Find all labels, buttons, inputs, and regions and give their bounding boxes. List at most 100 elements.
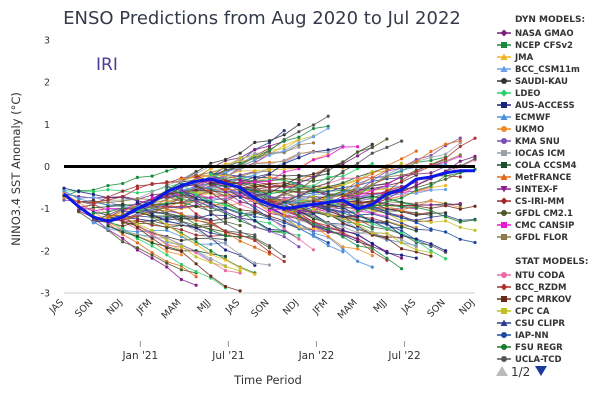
forecast-marker [223,214,228,218]
legend-item[interactable]: SAUDI-KAU [515,77,568,87]
forecast-marker [238,181,242,185]
forecast-marker [194,226,198,230]
forecast-marker [370,189,374,193]
forecast-marker [179,217,183,221]
legend-item[interactable]: GFDL CM2.1 [515,209,573,219]
forecast-marker [165,181,169,185]
forecast-marker [267,195,272,199]
legend-item[interactable]: JMA [514,53,534,63]
forecast-marker [414,149,418,153]
legend-item[interactable]: KMA SNU [515,137,560,147]
legend-item[interactable]: CSU CLIPR [515,319,565,329]
legend-item[interactable]: ECMWF [515,113,551,123]
forecast-marker [414,256,418,260]
forecast-marker [429,254,433,258]
forecast-marker [400,231,404,235]
forecast-marker [253,263,257,267]
forecast-marker [473,240,477,245]
legend-item[interactable]: CPC CA [515,307,550,317]
legend-item[interactable]: IOCAS ICM [515,149,565,159]
legend-item[interactable]: UKMO [515,125,544,135]
legend-item[interactable]: CMC CANSIP [515,221,574,231]
forecast-marker [179,205,183,210]
forecast-marker [341,160,345,164]
legend-marker [500,29,508,37]
legend-item[interactable]: NCEP CFSv2 [515,41,573,51]
forecast-marker [267,139,272,143]
forecast-marker [326,241,330,245]
forecast-marker [209,237,213,241]
forecast-marker [297,123,301,127]
forecast-marker [135,230,139,234]
forecast-marker [326,234,330,238]
forecast-marker [458,144,462,148]
legend-item[interactable]: CPC MRKOV [515,295,572,305]
forecast-marker [253,238,257,243]
forecast-marker [106,227,110,231]
legend-item[interactable]: LDEO [515,89,541,99]
forecast-marker [282,188,286,192]
legend-item[interactable]: BCC_CSM11m [515,65,580,75]
forecast-marker [356,161,360,165]
forecast-marker [356,259,360,263]
legend-item[interactable]: COLA CCSM4 [515,161,577,171]
pager-up-icon[interactable] [496,366,508,376]
legend-item[interactable]: AUS-ACCESS [515,101,575,111]
forecast-marker [326,227,330,231]
legend-marker [501,222,507,228]
forecast-marker [341,176,345,180]
forecast-marker [121,206,125,210]
forecast-marker [356,192,360,196]
forecast-marker [62,189,66,193]
forecast-marker [473,218,477,222]
legend-item[interactable]: IAP-NN [515,331,549,341]
forecast-marker [150,219,154,223]
legend-item[interactable]: FSU REGR [515,343,563,353]
legend-item[interactable]: BCC_RZDM [515,283,566,293]
forecast-marker [267,244,272,248]
forecast-marker [253,209,257,213]
forecast-marker [62,198,66,202]
pager-down-icon[interactable] [535,366,547,376]
forecast-marker [135,241,139,245]
forecast-marker [165,249,169,253]
forecast-marker [429,149,433,154]
legend-item[interactable]: NASA GMAO [515,29,574,39]
forecast-marker [297,225,301,229]
forecast-marker [326,148,330,152]
forecast-marker [135,234,139,238]
forecast-marker [121,195,125,199]
forecast-marker [179,277,183,282]
forecast-marker [311,172,316,176]
forecast-marker [311,135,316,139]
forecast-marker [253,218,257,223]
forecast-marker [238,161,242,165]
forecast-marker [179,262,183,267]
legend-item[interactable]: GFDL FLOR [515,233,568,243]
legend-item[interactable]: MetFRANCE [515,173,572,183]
forecast-marker [356,179,360,183]
forecast-marker [267,179,272,184]
legend-marker [500,173,508,180]
forecast-marker [150,209,154,214]
forecast-marker [267,263,272,267]
forecast-marker [356,209,360,213]
forecast-marker [370,265,374,269]
legend-item[interactable]: SINTEX-F [515,185,558,195]
forecast-marker [282,143,286,148]
legend-item[interactable]: CS-IRI-MM [515,197,564,207]
forecast-marker [150,244,154,248]
forecast-marker [297,130,301,134]
legend-item[interactable]: UCLA-TCD [515,355,562,365]
legend-item[interactable]: NTU CODA [515,271,565,281]
forecast-marker [444,204,448,208]
forecast-marker [209,257,213,261]
forecast-marker [238,269,242,273]
forecast-marker [326,224,330,228]
forecast-marker [326,185,330,189]
legend-heading: DYN MODELS: [515,15,585,25]
forecast-marker [282,183,286,187]
forecast-marker [458,159,462,163]
y-tick-label: -3 [41,289,50,300]
forecast-marker [223,229,228,234]
